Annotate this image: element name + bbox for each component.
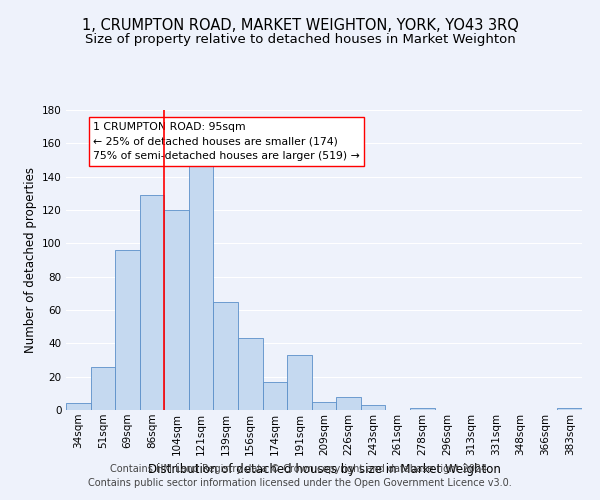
Bar [66,404,91,410]
Bar [410,408,434,410]
Bar [312,402,336,410]
Bar [287,355,312,410]
Bar [361,405,385,410]
Bar [238,338,263,410]
Bar [214,302,238,410]
Text: Contains HM Land Registry data © Crown copyright and database right 2024.
Contai: Contains HM Land Registry data © Crown c… [88,464,512,487]
Text: 1 CRUMPTON ROAD: 95sqm
← 25% of detached houses are smaller (174)
75% of semi-de: 1 CRUMPTON ROAD: 95sqm ← 25% of detached… [93,122,360,162]
Y-axis label: Number of detached properties: Number of detached properties [23,167,37,353]
Bar [336,396,361,410]
Bar [140,195,164,410]
Text: 1, CRUMPTON ROAD, MARKET WEIGHTON, YORK, YO43 3RQ: 1, CRUMPTON ROAD, MARKET WEIGHTON, YORK,… [82,18,518,32]
Bar [91,366,115,410]
Bar [557,408,582,410]
Bar [263,382,287,410]
Bar [164,210,189,410]
Bar [189,160,214,410]
Bar [115,250,140,410]
X-axis label: Distribution of detached houses by size in Market Weighton: Distribution of detached houses by size … [148,463,500,476]
Text: Size of property relative to detached houses in Market Weighton: Size of property relative to detached ho… [85,32,515,46]
